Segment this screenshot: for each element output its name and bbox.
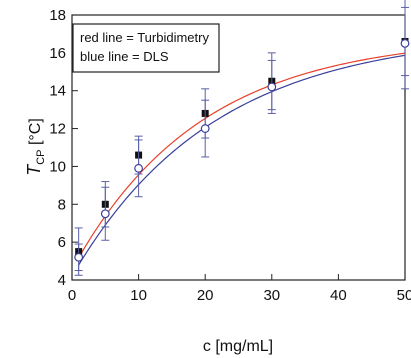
point-dls xyxy=(74,252,84,262)
point-dls xyxy=(267,82,277,92)
y-tick-label: 10 xyxy=(49,158,66,175)
y-axis-label-unit: [°C] xyxy=(27,118,44,149)
legend-entry-turbidimetry: red line = Turbidimetry xyxy=(80,30,209,45)
plot-frame xyxy=(71,14,406,281)
legend-box xyxy=(72,23,220,73)
x-tick-label: 50 xyxy=(397,287,411,304)
x-tick-label: 30 xyxy=(263,287,280,304)
y-tick-label: 18 xyxy=(49,7,66,24)
x-tick-label: 20 xyxy=(197,287,214,304)
y-axis-label-subscript: CP xyxy=(35,150,47,165)
point-dls xyxy=(200,124,210,133)
x-axis-label: c [mg/mL] xyxy=(203,338,273,355)
y-tick-label: 8 xyxy=(58,196,66,213)
legend-entry-dls: blue line = DLS xyxy=(80,49,169,64)
y-tick-label: 4 xyxy=(58,272,66,289)
y-tick-label: 6 xyxy=(58,234,66,251)
point-dls xyxy=(100,209,110,219)
fit-lines xyxy=(78,52,406,266)
data-points xyxy=(74,0,410,276)
y-axis-label: TCP [°C] xyxy=(24,118,47,176)
x-tick-label: 0 xyxy=(68,287,76,304)
ticks: 0 10 20 30 40 50 4 6 8 10 12 14 16 18 xyxy=(49,7,411,304)
x-tick-label: 40 xyxy=(330,287,347,304)
point-dls xyxy=(134,163,144,173)
x-tick-label: 10 xyxy=(130,287,147,304)
y-tick-label: 14 xyxy=(49,83,66,100)
y-tick-label: 12 xyxy=(49,121,66,138)
y-tick-label: 16 xyxy=(49,45,66,62)
legend: red line = Turbidimetry blue line = DLS xyxy=(72,23,220,73)
fit-line-dls xyxy=(78,54,406,266)
y-axis-label-main: T xyxy=(24,163,44,176)
fit-line-turbidimetry xyxy=(78,52,406,259)
point-dls xyxy=(400,38,410,48)
